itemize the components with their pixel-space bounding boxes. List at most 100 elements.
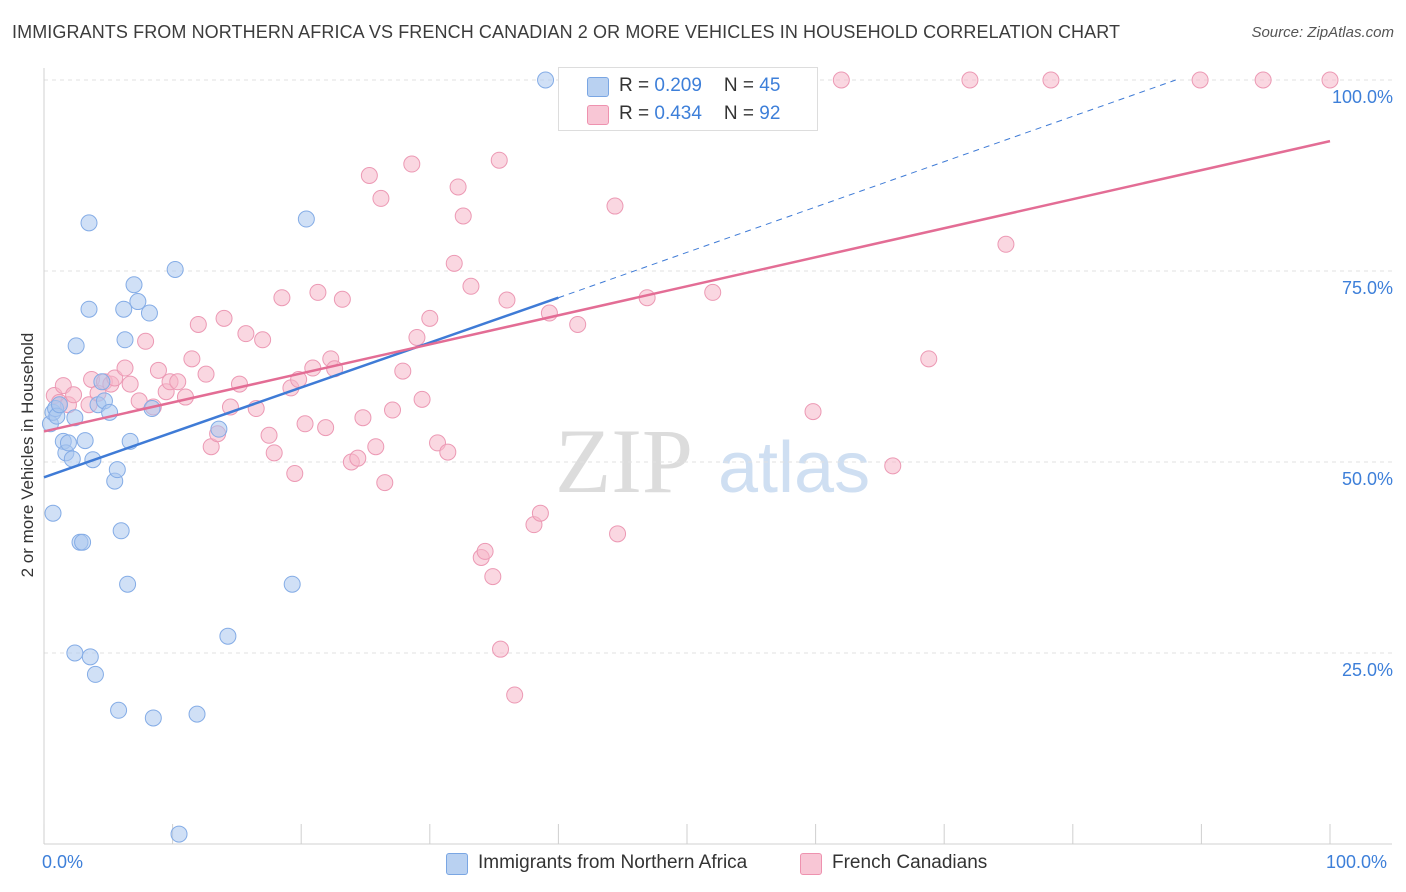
data-point: [498, 291, 516, 309]
data-point: [884, 457, 902, 475]
data-point: [531, 504, 549, 522]
data-point: [137, 332, 155, 350]
x-tick-label-max: 100.0%: [1326, 852, 1388, 872]
data-point: [449, 178, 467, 196]
data-point: [74, 533, 92, 551]
data-point: [237, 325, 255, 343]
data-point: [67, 337, 85, 355]
data-point: [166, 260, 184, 278]
data-point: [108, 461, 126, 479]
data-point: [490, 151, 508, 169]
y-tick-labels: 25.0% 50.0% 75.0% 100.0%: [1332, 87, 1393, 680]
n-label: N =: [723, 103, 760, 124]
data-point: [93, 373, 111, 391]
data-point: [110, 701, 128, 719]
data-point: [283, 575, 301, 593]
data-point: [149, 361, 167, 379]
correlation-legend: R = 0.209 N = 45 R = 0.434 N = 92: [558, 67, 818, 131]
data-point: [354, 409, 372, 427]
data-point: [804, 403, 822, 421]
source-label: Source: ZipAtlas.com: [1251, 24, 1394, 41]
data-point: [333, 290, 351, 308]
data-point: [169, 373, 187, 391]
data-point: [704, 283, 722, 301]
data-point: [188, 705, 206, 723]
grid: [44, 79, 1392, 654]
data-point: [309, 283, 327, 301]
data-point: [367, 438, 385, 456]
data-point: [125, 276, 143, 294]
data-point: [119, 575, 137, 593]
legend-row-text: R = 0.209 N = 45: [619, 75, 780, 97]
data-point: [44, 504, 62, 522]
data-point: [59, 434, 77, 452]
data-point: [476, 542, 494, 560]
data-point: [170, 825, 188, 843]
data-point: [920, 350, 938, 368]
data-point: [606, 197, 624, 215]
data-point: [997, 235, 1015, 253]
y-tick-label: 100.0%: [1332, 87, 1393, 107]
data-point: [76, 432, 94, 450]
y-tick-label: 75.0%: [1342, 278, 1393, 298]
data-point: [140, 304, 158, 322]
data-point: [394, 362, 412, 380]
data-point: [121, 375, 139, 393]
legend-label: French Canadians: [832, 852, 988, 873]
watermark-zip: ZIP: [555, 410, 693, 512]
legend-swatch-blue: [446, 853, 468, 875]
legend-swatch-blue: [587, 77, 609, 97]
data-point: [50, 396, 68, 414]
data-point: [65, 386, 83, 404]
data-point: [80, 300, 98, 318]
data-point: [189, 315, 207, 333]
data-point: [296, 415, 314, 433]
data-point: [260, 426, 278, 444]
data-point: [537, 71, 555, 89]
data-point: [569, 315, 587, 333]
n-label: N =: [723, 75, 760, 96]
data-point: [254, 331, 272, 349]
data-point: [832, 71, 850, 89]
data-point: [86, 665, 104, 683]
data-point: [421, 309, 439, 327]
data-point: [349, 449, 367, 467]
data-point: [317, 419, 335, 437]
data-point: [492, 640, 510, 658]
n-value: 45: [759, 75, 781, 96]
data-point: [112, 522, 130, 540]
data-point: [115, 300, 133, 318]
watermark: ZIP atlas: [555, 410, 870, 512]
axes: [43, 68, 1392, 845]
data-point: [376, 474, 394, 492]
n-value: 92: [759, 103, 781, 124]
legend-label: Immigrants from Northern Africa: [478, 852, 748, 873]
r-label: R =: [619, 75, 655, 96]
data-point: [210, 420, 228, 438]
data-point: [273, 289, 291, 307]
data-point: [360, 167, 378, 184]
r-label: R =: [619, 103, 655, 124]
data-point: [462, 277, 480, 295]
data-point: [372, 189, 390, 207]
data-point: [1191, 71, 1209, 89]
legend-row-text: R = 0.434 N = 92: [619, 103, 780, 125]
data-point: [197, 365, 215, 383]
data-point: [304, 359, 322, 377]
data-point: [961, 71, 979, 89]
series-immigrants-northern-africa: [41, 71, 555, 843]
data-point: [183, 350, 201, 368]
data-point: [1042, 71, 1060, 89]
chart-title: IMMIGRANTS FROM NORTHERN AFRICA VS FRENC…: [12, 22, 1121, 42]
data-point: [286, 464, 304, 482]
legend-swatch-pink: [800, 853, 822, 875]
data-point: [1254, 71, 1272, 89]
data-point: [1321, 71, 1339, 89]
y-tick-label: 25.0%: [1342, 660, 1393, 680]
data-point: [81, 648, 99, 666]
series-legend: Immigrants from Northern Africa French C…: [0, 852, 1406, 878]
legend-swatch-pink: [587, 105, 609, 125]
data-point: [408, 328, 426, 346]
data-point: [384, 401, 402, 419]
